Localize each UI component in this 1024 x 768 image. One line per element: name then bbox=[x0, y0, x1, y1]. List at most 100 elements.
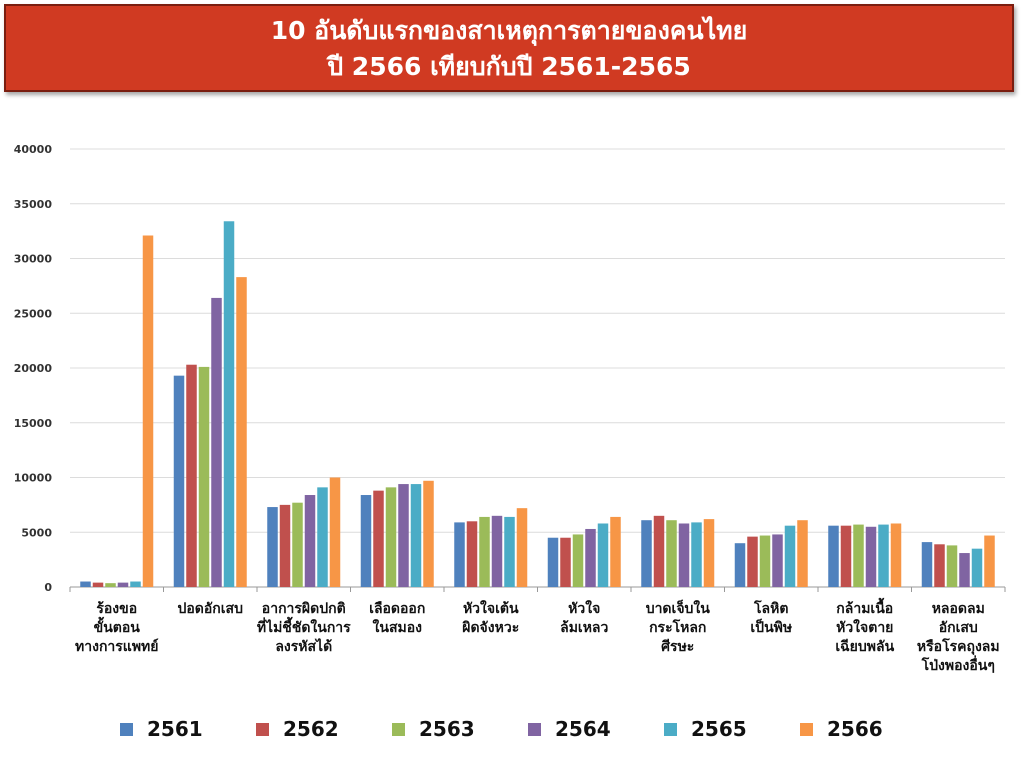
legend-label: 2566 bbox=[827, 717, 883, 741]
bar bbox=[959, 553, 970, 587]
x-tick-label: ร้องขอขั้นตอนทางการแพทย์ bbox=[75, 601, 158, 655]
x-tick-label: เลือดออกในสมอง bbox=[369, 601, 425, 636]
bar bbox=[946, 545, 958, 587]
x-tick-label-line: หัวใจตาย bbox=[836, 618, 893, 636]
bar bbox=[934, 544, 945, 587]
bar bbox=[865, 526, 877, 587]
bar bbox=[479, 516, 490, 587]
bar bbox=[828, 525, 839, 587]
x-tick-label-line: เลือดออก bbox=[369, 601, 425, 617]
x-tick-label: ปอดอักเสบ bbox=[178, 601, 244, 617]
x-tick-label-line: กระโหลก bbox=[649, 618, 706, 636]
bar bbox=[385, 487, 397, 587]
title-banner: 10 อันดับแรกของสาเหตุการตายของคนไทย ปี 2… bbox=[4, 4, 1014, 92]
bar bbox=[971, 548, 983, 587]
x-tick-label: โลหิตเป็นพิษ bbox=[750, 599, 792, 636]
legend-item: 2564 bbox=[528, 714, 611, 744]
bar bbox=[691, 522, 702, 587]
x-tick-label-line: ที่ไม่ชี้ชัดในการ bbox=[257, 616, 351, 636]
bar bbox=[504, 516, 515, 587]
bar bbox=[80, 581, 91, 587]
x-tick-label-line: ผิดจังหวะ bbox=[461, 620, 519, 636]
y-tick-label: 35000 bbox=[14, 198, 53, 211]
bar bbox=[223, 221, 235, 587]
bar bbox=[560, 537, 571, 587]
x-tick-label-line: บาดเจ็บใน bbox=[646, 599, 711, 617]
bar bbox=[267, 507, 278, 587]
bar bbox=[130, 581, 141, 587]
legend-swatch bbox=[800, 722, 813, 736]
bar bbox=[373, 490, 384, 587]
x-tick-label-line: ขั้นตอน bbox=[94, 616, 141, 636]
title-line-1: 10 อันดับแรกของสาเหตุการตายของคนไทย bbox=[270, 16, 748, 45]
bar bbox=[759, 535, 771, 587]
bar bbox=[173, 375, 185, 587]
x-tick-label: หัวใจล้มเหลว bbox=[560, 599, 608, 636]
y-tick-label: 0 bbox=[44, 581, 52, 594]
bar bbox=[547, 537, 559, 587]
bar bbox=[641, 520, 652, 587]
bar bbox=[92, 582, 104, 587]
legend-item: 2563 bbox=[392, 714, 475, 744]
bar bbox=[360, 495, 372, 587]
bar bbox=[304, 495, 316, 587]
y-tick-label: 40000 bbox=[14, 143, 53, 156]
x-tick-label-line: เฉียบพลัน bbox=[835, 639, 894, 655]
bar bbox=[921, 542, 933, 587]
x-tick-label-line: โลหิต bbox=[753, 599, 788, 617]
bar bbox=[747, 536, 758, 587]
bar bbox=[105, 583, 116, 587]
bar bbox=[198, 366, 210, 587]
x-tick-label-line: ลงรหัสได้ bbox=[275, 637, 332, 655]
bar bbox=[398, 484, 409, 587]
bar bbox=[186, 364, 197, 587]
y-tick-label: 15000 bbox=[14, 417, 53, 430]
y-tick-label: 25000 bbox=[14, 307, 53, 320]
bar bbox=[610, 516, 621, 587]
legend-label: 2564 bbox=[555, 717, 611, 741]
bar bbox=[410, 484, 422, 587]
bar bbox=[454, 522, 465, 587]
y-tick-label: 10000 bbox=[14, 472, 53, 485]
x-tick-label-line: หรือโรคถุงลม bbox=[917, 637, 1000, 655]
bar bbox=[703, 519, 715, 587]
bar bbox=[466, 521, 478, 587]
legend-item: 2566 bbox=[800, 714, 883, 744]
bar bbox=[853, 524, 864, 587]
legend-item: 2565 bbox=[664, 714, 747, 744]
legend-swatch bbox=[256, 722, 269, 736]
bar bbox=[734, 543, 746, 587]
bar bbox=[678, 523, 690, 587]
x-tick-label-line: หัวใจเต้น bbox=[463, 599, 519, 617]
y-tick-label: 20000 bbox=[14, 362, 53, 375]
bar bbox=[572, 534, 584, 587]
x-tick-label-line: หัวใจ bbox=[568, 599, 600, 617]
bar bbox=[236, 277, 247, 587]
x-tick-label-line: หลอดลม bbox=[932, 601, 985, 617]
legend-label: 2563 bbox=[419, 717, 475, 741]
x-tick-label: บาดเจ็บในกระโหลกศีรษะ bbox=[646, 599, 711, 655]
chart-legend: 2561 2562 2563 2564 2565 2566 bbox=[120, 714, 1000, 748]
bar bbox=[516, 508, 528, 587]
bar bbox=[984, 535, 995, 587]
bar bbox=[784, 525, 796, 587]
bar bbox=[329, 477, 341, 587]
bar bbox=[292, 502, 303, 587]
legend-swatch bbox=[120, 722, 133, 736]
bar bbox=[317, 487, 328, 587]
x-tick-label-line: อักเสบ bbox=[939, 620, 978, 636]
legend-item: 2562 bbox=[256, 714, 339, 744]
bar bbox=[491, 515, 503, 587]
bar bbox=[211, 297, 222, 587]
x-tick-label: กล้ามเนื้อหัวใจตายเฉียบพลัน bbox=[835, 597, 894, 655]
bar bbox=[423, 480, 434, 587]
legend-label: 2562 bbox=[283, 717, 339, 741]
bar bbox=[666, 520, 677, 587]
x-tick-label-line: ร้องขอ bbox=[96, 601, 137, 617]
x-tick-label-line: เป็นพิษ bbox=[750, 618, 792, 636]
x-tick-label-line: ล้มเหลว bbox=[560, 620, 608, 636]
x-tick-label-line: ปอดอักเสบ bbox=[178, 601, 244, 617]
x-tick-label-line: ทางการแพทย์ bbox=[75, 638, 158, 655]
x-tick-label-line: ในสมอง bbox=[373, 618, 423, 636]
